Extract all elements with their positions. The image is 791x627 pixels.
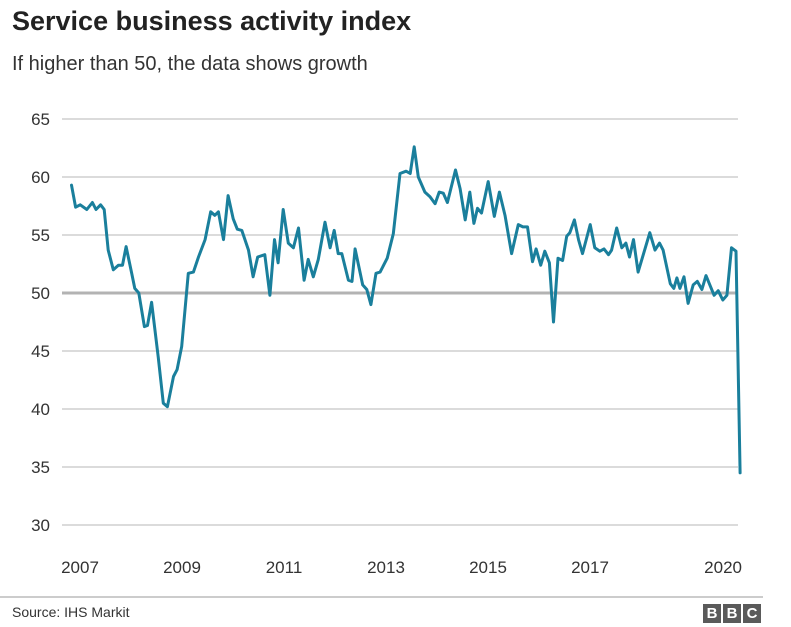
chart-title: Service business activity index [12,6,412,36]
series-line [70,145,742,475]
bbc-logo-letter: B [703,604,721,623]
x-tick-label: 2007 [61,558,99,577]
y-tick-label: 45 [31,342,50,361]
bbc-logo-letter: C [743,604,761,623]
chart-subtitle: If higher than 50, the data shows growth [12,53,368,75]
y-tick-label: 35 [31,458,50,477]
x-tick-label: 2017 [571,558,609,577]
source-note: Source: IHS Markit [12,604,130,620]
y-axis: 30 35 40 45 50 55 60 65 [31,110,50,535]
bbc-logo-letter: B [723,604,741,623]
y-tick-label: 65 [31,110,50,129]
footer-divider [0,596,763,598]
y-tick-label: 40 [31,400,50,419]
x-tick-label: 2009 [163,558,201,577]
bbc-logo: B B C [703,604,761,623]
y-tick-label: 30 [31,516,50,535]
y-tick-label: 50 [31,284,50,303]
series-layer [70,145,742,475]
x-tick-label: 2015 [469,558,507,577]
x-tick-label: 2013 [367,558,405,577]
x-axis: 2007 2009 2011 2013 2015 2017 2020 [61,558,742,577]
y-tick-label: 60 [31,168,50,187]
y-tick-label: 55 [31,226,50,245]
x-tick-label: 2011 [266,558,303,577]
x-tick-label: 2020 [704,558,742,577]
